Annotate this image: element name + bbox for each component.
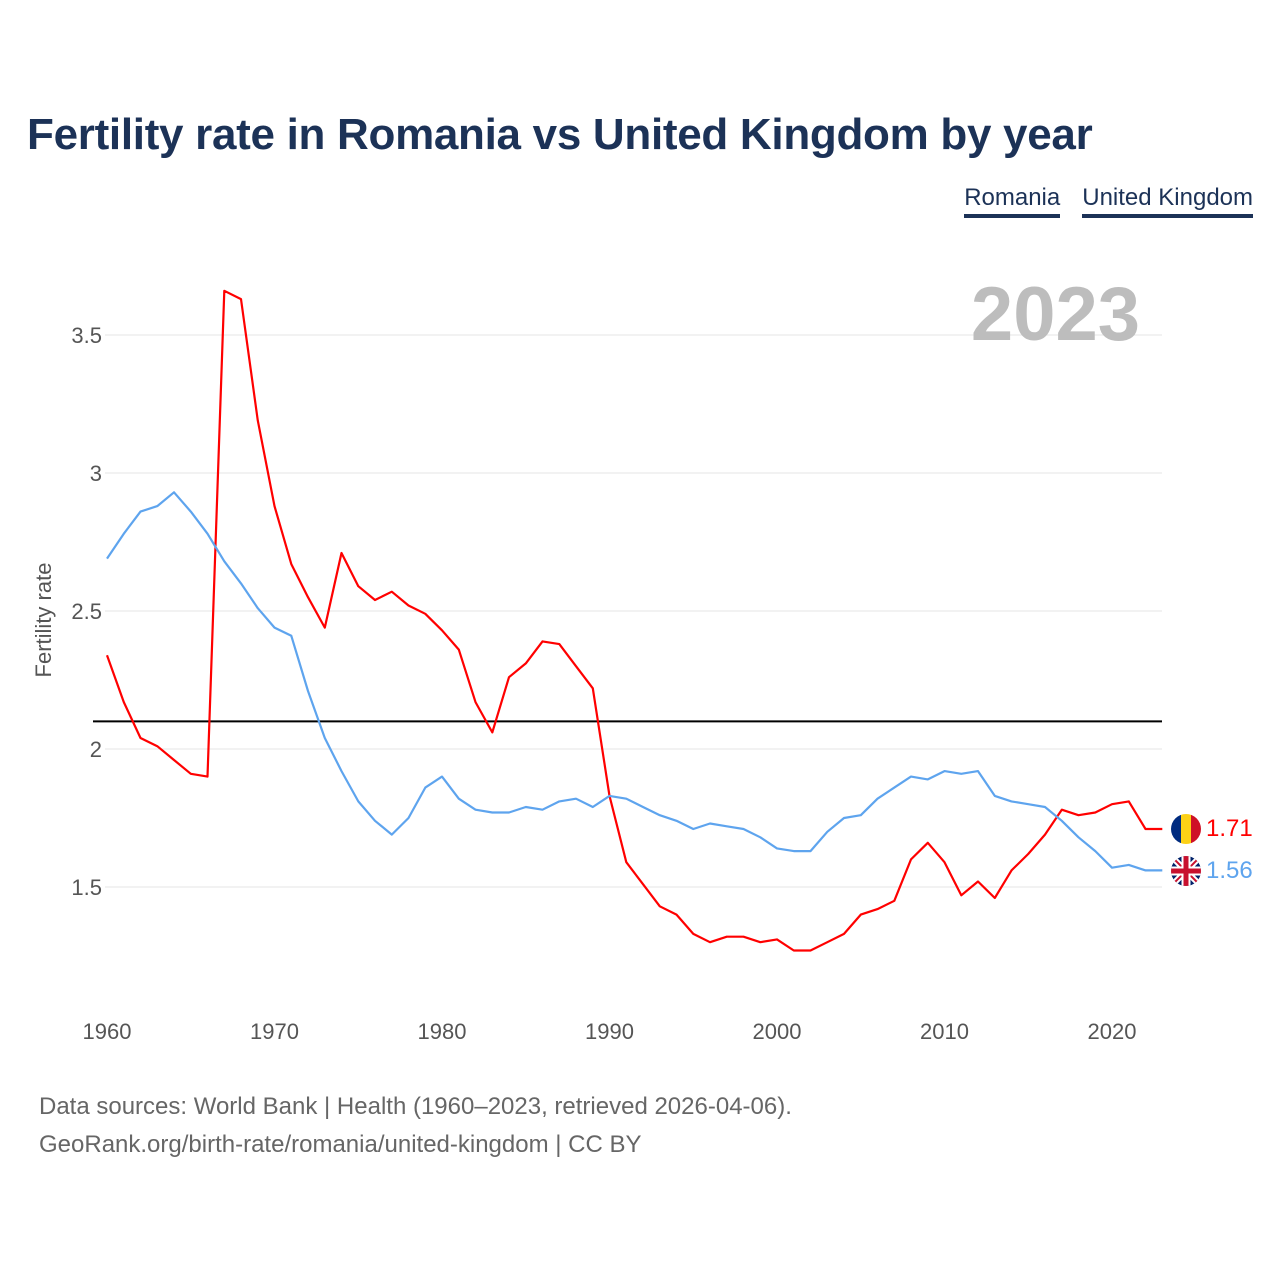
x-tick-label: 1960 [83, 1019, 132, 1044]
romania-end-label: 1.71 [1206, 815, 1253, 842]
uk-flag-icon [1171, 856, 1201, 886]
y-tick-label: 3.5 [71, 323, 102, 348]
uk-end-label: 1.56 [1206, 857, 1253, 884]
source-link[interactable]: GeoRank.org/birth-rate/romania/united-ki… [39, 1131, 642, 1158]
x-tick-label: 1970 [250, 1019, 299, 1044]
y-tick-label: 1.5 [71, 875, 102, 900]
y-tick-label: 2 [90, 737, 102, 762]
x-tick-label: 2010 [920, 1019, 969, 1044]
x-tick-label: 2000 [753, 1019, 802, 1044]
romania-flag-icon [1171, 814, 1201, 844]
y-tick-label: 3 [90, 461, 102, 486]
chart-title: Fertility rate in Romania vs United King… [27, 110, 1093, 159]
data-source-note: Data sources: World Bank | Health (1960–… [39, 1093, 792, 1120]
series-line-united-kingdom[interactable] [106, 491, 1163, 872]
x-tick-label: 1980 [418, 1019, 467, 1044]
year-watermark: 2023 [971, 272, 1140, 357]
footer: Data sources: World Bank | Health (1960–… [39, 1088, 792, 1164]
series-line-romania[interactable] [105, 289, 1163, 952]
y-tick-label: 2.5 [71, 599, 102, 624]
x-tick-label: 1990 [585, 1019, 634, 1044]
legend-romania[interactable]: Romania [964, 184, 1061, 218]
y-axis-label: Fertility rate [31, 563, 56, 678]
legend-united-kingdom[interactable]: United Kingdom [1082, 184, 1253, 218]
x-tick-label: 2020 [1088, 1019, 1137, 1044]
legend: Romania United Kingdom [964, 184, 1253, 218]
